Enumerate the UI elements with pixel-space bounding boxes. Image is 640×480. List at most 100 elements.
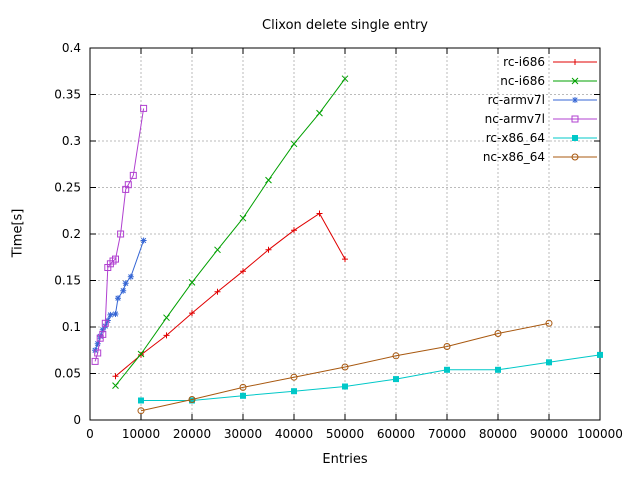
asterisk-marker-icon: [120, 288, 126, 294]
plus-marker-icon: [316, 210, 323, 217]
square-filled-marker-icon: [291, 388, 297, 395]
series-line: [140, 322, 550, 412]
y-tick-label: 0.4: [62, 41, 81, 55]
asterisk-marker-icon: [128, 274, 134, 280]
plus-marker-icon: [138, 351, 144, 358]
legend-label: rc-x86_64: [486, 131, 545, 145]
y-tick-label: 0.25: [54, 181, 81, 195]
cross-marker-icon: [163, 314, 170, 322]
x-tick-label: 50000: [326, 427, 364, 441]
grid: [90, 48, 600, 420]
square-filled-marker-icon: [240, 392, 246, 399]
circle-open-marker-icon: [545, 319, 553, 327]
circle-open-marker-icon: [239, 383, 247, 391]
asterisk-marker-icon: [112, 311, 119, 317]
circle-open-marker-icon: [290, 373, 298, 381]
y-tick-label: 0.3: [62, 134, 81, 148]
y-tick-label: 0.1: [62, 320, 81, 334]
series-line: [141, 354, 601, 401]
series-rc-i686: [112, 210, 348, 380]
circle-open-marker-icon: [137, 407, 145, 415]
x-tick-label: 40000: [275, 427, 313, 441]
asterisk-marker-icon: [107, 312, 114, 318]
x-tick-label: 20000: [173, 427, 211, 441]
x-tick-label: 0: [86, 427, 94, 441]
cross-marker-icon: [341, 75, 349, 83]
plus-marker-icon: [291, 227, 297, 234]
plus-marker-icon: [240, 268, 246, 275]
plus-marker-icon: [572, 59, 578, 65]
square-open-marker-icon: [101, 319, 109, 327]
y-tick-label: 0.05: [54, 367, 81, 381]
legend-entry-nc-armv7l: nc-armv7l: [485, 112, 597, 126]
plus-marker-icon: [342, 256, 348, 263]
legend-label: nc-armv7l: [485, 112, 545, 126]
square-filled-marker-icon: [546, 359, 552, 366]
circle-open-marker-icon: [188, 396, 196, 403]
cross-marker-icon: [316, 109, 323, 117]
plus-marker-icon: [163, 332, 170, 339]
square-filled-marker-icon: [495, 366, 501, 373]
x-tick-label: 80000: [479, 427, 517, 441]
legend-entry-rc-armv7l: rc-armv7l: [488, 93, 597, 107]
series-rc-x86_64: [138, 351, 603, 404]
cross-marker-icon: [265, 176, 272, 184]
asterisk-marker-icon: [123, 280, 129, 286]
legend-entry-nc-x86_64: nc-x86_64: [483, 150, 597, 164]
x-tick-label: 100000: [577, 427, 623, 441]
square-open-marker-icon: [124, 181, 132, 189]
circle-open-marker-icon: [392, 352, 400, 360]
legend-label: rc-armv7l: [488, 93, 545, 107]
series-line: [115, 212, 346, 377]
legend-entry-nc-i686: nc-i686: [500, 74, 597, 88]
cross-marker-icon: [188, 279, 196, 286]
square-open-marker-icon: [140, 104, 148, 112]
cross-marker-icon: [290, 140, 298, 148]
x-tick-label: 60000: [377, 427, 415, 441]
square-open-marker-icon: [91, 357, 99, 365]
square-open-marker-icon: [571, 115, 579, 123]
x-axis-label: Entries: [322, 452, 368, 467]
cross-marker-icon: [571, 77, 579, 85]
square-filled-marker-icon: [597, 351, 603, 358]
cross-marker-icon: [112, 382, 119, 389]
square-filled-marker-icon: [189, 397, 195, 404]
x-tick-label: 10000: [122, 427, 160, 441]
square-filled-marker-icon: [393, 376, 399, 383]
y-tick-label: 0: [73, 413, 81, 427]
circle-open-marker-icon: [494, 330, 502, 337]
square-filled-marker-icon: [138, 397, 144, 404]
plot-border: [89, 47, 601, 421]
square-filled-marker-icon: [572, 135, 578, 141]
x-tick-label: 30000: [224, 427, 262, 441]
y-tick-label: 0.15: [54, 274, 81, 288]
plus-marker-icon: [265, 246, 272, 253]
square-open-marker-icon: [94, 349, 102, 357]
plus-marker-icon: [112, 373, 119, 380]
series-line: [94, 240, 145, 351]
series-nc-armv7l: [91, 104, 148, 365]
circle-open-marker-icon: [443, 343, 451, 350]
cross-marker-icon: [239, 214, 247, 222]
cross-marker-icon: [214, 246, 221, 254]
square-open-marker-icon: [112, 255, 119, 263]
series-line: [115, 78, 346, 386]
legend-label: nc-x86_64: [483, 150, 545, 164]
square-open-marker-icon: [99, 330, 107, 338]
asterisk-marker-icon: [572, 97, 578, 103]
square-filled-marker-icon: [444, 366, 450, 373]
circle-open-marker-icon: [341, 363, 349, 371]
plus-marker-icon: [214, 288, 221, 295]
legend-label: nc-i686: [500, 74, 545, 88]
series-nc-x86_64: [137, 319, 553, 415]
y-tick-label: 0.35: [54, 88, 81, 102]
y-tick-label: 0.2: [62, 227, 81, 241]
square-filled-marker-icon: [342, 383, 348, 390]
x-tick-label: 90000: [530, 427, 568, 441]
legend-entry-rc-x86_64: rc-x86_64: [486, 131, 597, 145]
asterisk-marker-icon: [115, 295, 121, 301]
legend: rc-i686 nc-i686 rc-armv7l nc-armv7l rc-x86_6…: [483, 55, 597, 164]
series-nc-i686: [112, 75, 349, 389]
